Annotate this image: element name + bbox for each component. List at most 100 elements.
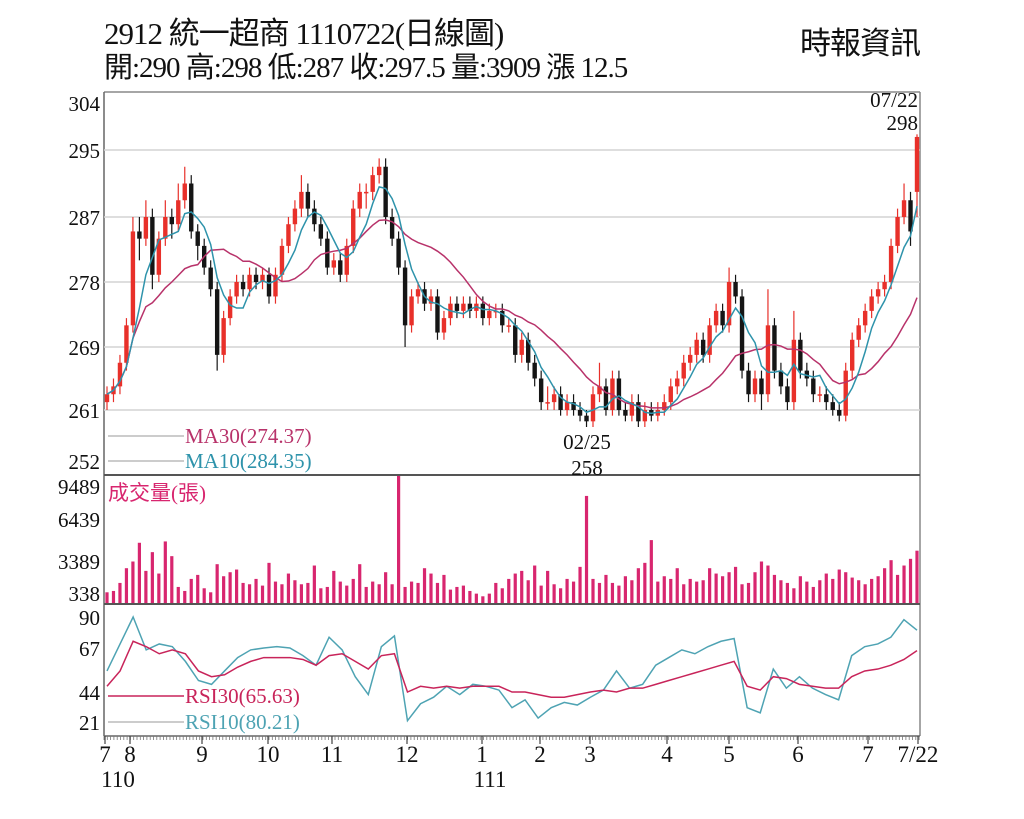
- volume-bar: [571, 581, 576, 603]
- candle-body: [908, 200, 913, 232]
- candle-body: [577, 410, 583, 416]
- candle-body: [266, 274, 272, 297]
- candle-body: [850, 339, 855, 371]
- candle-body: [662, 402, 667, 410]
- candle-body: [117, 362, 123, 387]
- volume-bar: [228, 572, 232, 603]
- candle-body: [558, 394, 563, 410]
- candle-body: [137, 231, 142, 239]
- candle-body: [305, 191, 311, 209]
- volume-bar: [260, 585, 265, 603]
- volume-bar: [118, 582, 122, 603]
- volume-bar: [507, 578, 511, 603]
- volume-bar: [111, 590, 116, 603]
- price-tick-label: 287: [69, 206, 101, 230]
- volume-bar: [721, 576, 725, 603]
- volume-bar: [824, 573, 828, 603]
- volume-bar: [189, 578, 193, 603]
- volume-bar: [442, 574, 446, 603]
- candle-body: [564, 402, 570, 410]
- candle-body: [869, 296, 874, 311]
- volume-bar: [708, 568, 712, 603]
- candle-body: [169, 217, 174, 225]
- candle-body: [428, 296, 434, 304]
- candle-body: [545, 402, 550, 404]
- candle-body: [189, 183, 194, 232]
- volume-bar: [902, 565, 906, 603]
- rsi30-line: [106, 640, 918, 698]
- month-label: 11: [321, 742, 343, 767]
- candle-body: [623, 410, 628, 416]
- candle-body: [176, 200, 181, 225]
- volume-bar: [539, 585, 543, 603]
- candle-body: [882, 282, 887, 290]
- volume-bar: [766, 565, 770, 603]
- volume-bar: [286, 573, 291, 603]
- volume-bar: [584, 495, 589, 603]
- candle-body: [713, 310, 719, 326]
- candle-body: [532, 362, 537, 379]
- volume-bar: [753, 572, 757, 603]
- rsi10-line: [106, 615, 918, 723]
- volume-bar: [811, 586, 815, 603]
- volume-bar: [662, 576, 666, 603]
- volume-bar: [222, 576, 226, 603]
- volume-bar: [740, 584, 744, 603]
- candle-body: [402, 267, 408, 326]
- candle-body: [227, 296, 233, 319]
- chart-title: 2912 統一超商 1110722(日線圖): [104, 16, 504, 51]
- volume-bar: [377, 584, 381, 603]
- volume-bar: [397, 476, 401, 603]
- volume-bar: [883, 568, 887, 603]
- volume-bar: [247, 584, 252, 603]
- volume-bar: [170, 556, 174, 603]
- volume-bar: [863, 584, 867, 603]
- volume-bar: [176, 586, 180, 603]
- volume-bar: [895, 574, 900, 603]
- candle-body: [383, 166, 388, 217]
- volume-bar: [688, 578, 692, 603]
- volume-bar: [183, 590, 187, 603]
- price-tick-label: 304: [69, 92, 101, 116]
- volume-bar: [144, 570, 148, 603]
- rsi-tick-label: 67: [79, 637, 100, 661]
- candle-body: [538, 378, 544, 403]
- month-label: 2: [534, 742, 546, 767]
- candle-body: [312, 208, 317, 225]
- candle-body: [571, 402, 576, 410]
- volume-bar: [785, 582, 789, 603]
- candle-body: [318, 224, 324, 239]
- quote-summary: 開:290 高:298 低:287 收:297.5 量:3909 漲 12.5: [104, 52, 628, 84]
- candle-body: [253, 274, 259, 282]
- source-label: 時報資訊: [800, 26, 921, 61]
- volume-bar: [889, 560, 893, 603]
- volume-tick-label: 9489: [58, 475, 100, 499]
- volume-bar: [422, 568, 427, 603]
- volume-bar: [131, 561, 135, 603]
- rsi-tick-label: 44: [79, 681, 101, 705]
- candle-body: [526, 339, 531, 363]
- candle-body: [629, 402, 635, 416]
- candle-body: [519, 339, 524, 355]
- volume-bar: [384, 572, 388, 603]
- candle-body: [292, 208, 298, 225]
- volume-bar: [267, 562, 271, 603]
- volume-bar: [448, 589, 453, 603]
- candle-body: [344, 245, 349, 275]
- volume-bar: [857, 580, 861, 603]
- candle-body: [798, 339, 803, 371]
- volume-tick-label: 338: [69, 582, 101, 606]
- rsi10-legend-label: RSI10(80.21): [185, 710, 300, 734]
- volume-tick-label: 3389: [58, 550, 100, 574]
- candle-body: [454, 303, 460, 311]
- candle-body: [461, 303, 466, 311]
- candle-body: [299, 191, 304, 209]
- volume-bar: [714, 573, 718, 603]
- volume-bar: [403, 586, 407, 603]
- volume-bar: [818, 580, 822, 603]
- candle-body: [364, 191, 369, 194]
- volume-bar: [461, 585, 465, 603]
- candle-body: [156, 238, 162, 275]
- volume-bar: [779, 580, 783, 603]
- volume-bar: [163, 541, 167, 603]
